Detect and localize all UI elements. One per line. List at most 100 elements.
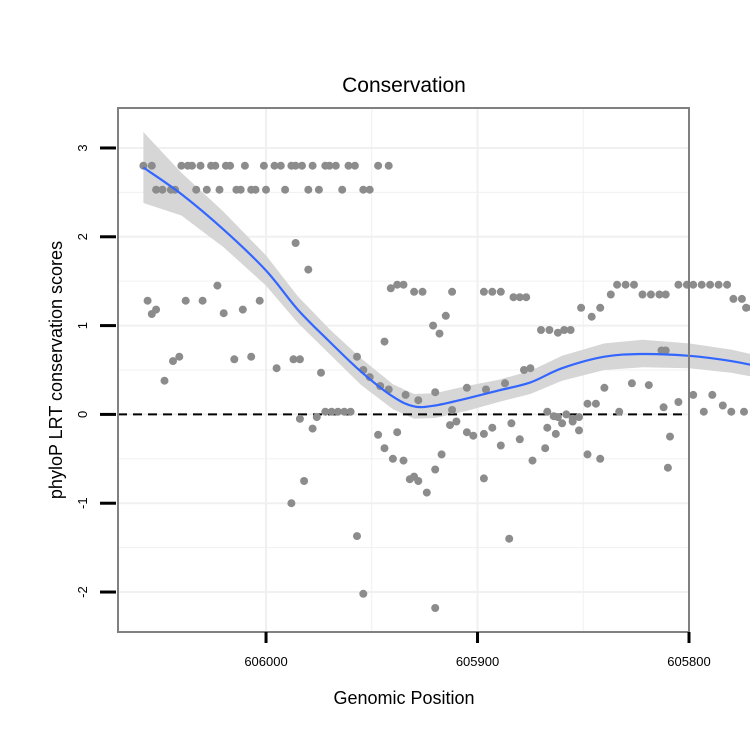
data-point <box>543 423 552 432</box>
data-point <box>479 429 488 438</box>
data-point <box>230 355 239 364</box>
data-point <box>192 185 201 194</box>
data-point <box>583 450 592 459</box>
data-point <box>401 390 410 399</box>
data-point <box>198 296 207 305</box>
data-point <box>287 499 296 508</box>
data-point <box>270 161 279 170</box>
data-point <box>359 589 368 598</box>
data-point <box>674 280 683 289</box>
data-point <box>393 428 402 437</box>
data-point <box>742 303 750 312</box>
data-point <box>575 426 583 435</box>
data-point <box>462 428 471 437</box>
data-point <box>740 407 748 416</box>
data-point <box>317 368 325 377</box>
data-point <box>613 280 622 289</box>
data-point <box>560 326 569 334</box>
x-tick-label: 606000 <box>244 654 287 669</box>
data-point <box>380 337 389 346</box>
data-point <box>410 472 419 481</box>
data-point <box>526 364 535 373</box>
data-point <box>441 311 450 320</box>
data-point <box>596 454 605 463</box>
data-point <box>568 414 577 423</box>
data-point <box>621 280 630 289</box>
data-point <box>262 185 270 194</box>
y-axis-label: phyloP LRT conservation scores <box>46 241 66 499</box>
data-point <box>606 290 615 299</box>
data-point <box>630 280 638 289</box>
data-point <box>308 161 317 170</box>
data-point <box>298 161 306 170</box>
data-point <box>659 403 668 412</box>
data-point <box>291 161 300 170</box>
data-point <box>431 388 440 397</box>
data-point <box>663 463 672 472</box>
data-point <box>365 185 374 194</box>
data-point <box>344 161 353 170</box>
data-point <box>181 296 190 305</box>
data-point <box>462 383 471 392</box>
data-point <box>496 441 505 450</box>
data-point <box>661 290 670 299</box>
data-point <box>448 406 457 414</box>
data-point <box>505 534 514 543</box>
data-point <box>353 352 361 361</box>
data-point <box>314 185 323 194</box>
data-point <box>479 474 488 483</box>
data-point <box>488 287 497 296</box>
data-point <box>708 390 717 399</box>
y-tick-label: 2 <box>75 233 90 240</box>
data-point <box>226 161 235 170</box>
data-point <box>674 398 683 406</box>
data-point <box>543 407 552 416</box>
x-tick-label: 605900 <box>456 654 499 669</box>
data-point <box>737 294 746 303</box>
data-point <box>236 185 245 194</box>
data-point <box>591 399 600 408</box>
data-point <box>488 423 497 432</box>
data-point <box>545 326 554 334</box>
data-point <box>312 413 321 422</box>
data-point <box>213 281 222 290</box>
smooth-line <box>142 166 750 409</box>
data-point <box>418 287 427 296</box>
data-point <box>689 280 698 289</box>
x-axis-label: Genomic Position <box>333 688 474 708</box>
data-point <box>600 383 609 392</box>
data-point <box>388 454 397 463</box>
data-point <box>666 432 674 441</box>
data-point <box>528 456 537 465</box>
y-tick-label: 0 <box>75 411 90 418</box>
y-tick-label: 3 <box>75 144 90 151</box>
data-point <box>152 185 161 194</box>
data-point <box>638 290 647 299</box>
data-point <box>718 401 727 410</box>
data-point <box>247 352 256 361</box>
data-point <box>627 379 636 388</box>
data-point <box>211 161 220 170</box>
data-point <box>380 444 389 453</box>
data-point <box>452 417 461 426</box>
data-point <box>661 346 670 355</box>
data-point <box>177 161 186 170</box>
data-point <box>583 399 592 408</box>
data-point <box>615 407 624 416</box>
data-point <box>359 185 368 194</box>
data-point <box>338 185 347 194</box>
data-point <box>479 287 488 296</box>
data-point <box>482 385 490 394</box>
data-point <box>706 280 715 289</box>
data-point <box>202 185 211 194</box>
data-point <box>384 161 393 170</box>
data-point <box>515 293 524 302</box>
data-point <box>353 532 361 541</box>
data-point <box>469 431 478 440</box>
data-point <box>551 429 560 438</box>
data-point <box>289 355 298 364</box>
data-point <box>520 366 528 374</box>
data-point <box>435 329 444 338</box>
data-point <box>291 239 300 247</box>
